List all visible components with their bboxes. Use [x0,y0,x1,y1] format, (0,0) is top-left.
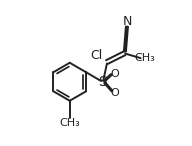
Text: O: O [111,69,119,79]
Text: Cl: Cl [90,49,102,62]
Text: O: O [111,88,119,98]
Text: CH₃: CH₃ [59,118,80,128]
Text: CH₃: CH₃ [135,53,155,63]
Text: S: S [98,75,107,89]
Text: N: N [123,15,132,28]
